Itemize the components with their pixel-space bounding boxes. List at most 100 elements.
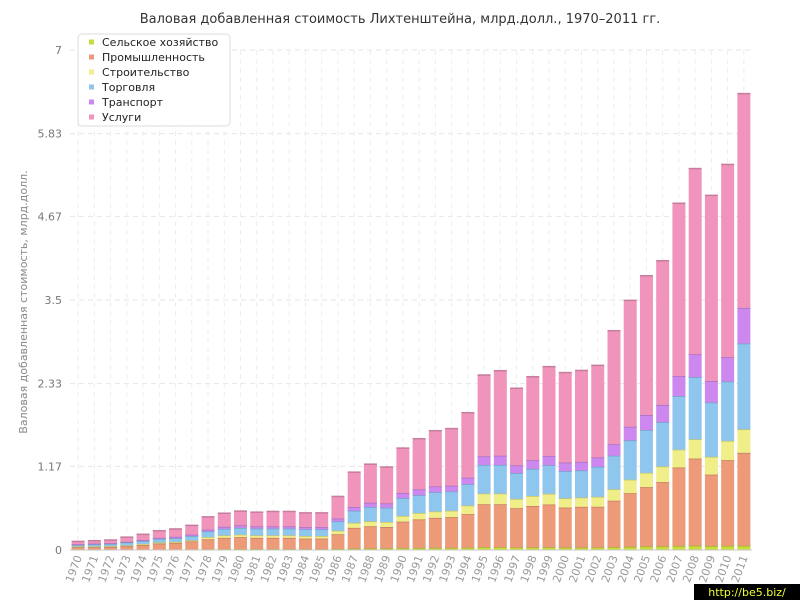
bar-segment: [493, 455, 507, 465]
bar-segment: [672, 376, 686, 397]
y-tick-label: 0: [55, 544, 62, 557]
bar-segment: [510, 388, 524, 466]
bar-segment: [461, 477, 475, 485]
bar-segment: [315, 536, 329, 539]
bar-segment: [445, 491, 459, 511]
bar-segment: [721, 545, 735, 550]
bar-segment: [493, 547, 507, 550]
bar-segment: [104, 540, 118, 544]
bar-segment: [623, 493, 637, 547]
bar-segment: [672, 203, 686, 377]
bar-segment: [704, 195, 718, 382]
bar-segment: [526, 496, 540, 506]
bar-segment: [607, 330, 621, 445]
bar-segment: [542, 493, 556, 505]
bar-segment: [510, 465, 524, 474]
bar-segment: [526, 376, 540, 461]
bar-segment: [201, 537, 215, 540]
bar-segment: [672, 546, 686, 550]
bar-segment: [250, 528, 264, 536]
bar-segment: [526, 506, 540, 548]
bar-segment: [542, 547, 556, 550]
bar-segment: [363, 507, 377, 522]
bar-segment: [120, 542, 134, 546]
bar-segment: [721, 164, 735, 358]
bar-segment: [315, 529, 329, 537]
bar-segment: [737, 93, 751, 308]
bar-segment: [558, 471, 572, 499]
bar-segment: [396, 521, 410, 549]
bar-segment: [493, 493, 507, 505]
bar-segment: [477, 547, 491, 550]
bar-segment: [331, 534, 345, 549]
bar-segment: [526, 547, 540, 550]
bar-segment: [542, 465, 556, 494]
y-tick-label: 2.33: [38, 378, 63, 391]
bar-segment: [575, 547, 588, 550]
bar-segment: [380, 548, 394, 550]
bar-segment: [575, 497, 588, 507]
legend-swatch: [89, 69, 94, 75]
bar-segment: [185, 525, 199, 535]
bar-segment: [704, 456, 718, 475]
bar-segment: [639, 415, 653, 430]
y-tick-label: 1.17: [38, 460, 63, 473]
bar-segment: [266, 526, 280, 529]
legend-label: Сельское хозяйство: [102, 36, 218, 49]
x-axis-ticks: 1970197119721973197419751976197719781979…: [63, 554, 751, 585]
bar-segment: [445, 517, 459, 548]
bar-segment: [201, 531, 215, 538]
bar-segment: [639, 546, 653, 550]
bar-segment: [412, 548, 426, 550]
bar-segment: [363, 521, 377, 527]
bar-segment: [542, 455, 556, 466]
bar-segment: [656, 422, 670, 467]
bar-segment: [721, 440, 735, 461]
bar-segment: [461, 505, 475, 515]
bar-segment: [607, 444, 621, 456]
bar-segment: [623, 479, 637, 494]
bar-segment: [428, 492, 442, 512]
bar-segment: [428, 511, 442, 518]
bar-segment: [721, 460, 735, 546]
y-tick-label: 4.67: [38, 210, 63, 223]
bar-segment: [282, 535, 296, 538]
bar-segment: [266, 535, 280, 538]
bar-segment: [347, 510, 361, 523]
bar-segment: [234, 534, 247, 538]
bar-segment: [558, 372, 572, 463]
bar-segment: [672, 396, 686, 450]
bar-segment: [331, 496, 345, 519]
bar-segment: [607, 547, 621, 550]
legend-swatch: [89, 114, 94, 120]
bar-segment: [363, 502, 377, 507]
bar-segment: [396, 498, 410, 516]
bar-segment: [234, 537, 247, 550]
legend-swatch: [89, 39, 94, 45]
bar-segment: [136, 541, 150, 544]
bar-segment: [152, 538, 166, 543]
bar-segment: [120, 537, 134, 542]
bar-segment: [87, 540, 101, 544]
y-tick-label: 5.83: [38, 128, 63, 141]
bar-segment: [672, 467, 686, 547]
bar-segment: [104, 543, 118, 547]
bar-segment: [412, 489, 426, 496]
bar-segment: [347, 507, 361, 511]
bar-segment: [87, 547, 101, 550]
bar-segment: [575, 470, 588, 498]
bar-segment: [445, 510, 459, 518]
bar-segment: [591, 466, 605, 497]
bar-segment: [201, 516, 215, 530]
bar-segment: [607, 489, 621, 501]
bar-segment: [266, 511, 280, 527]
bar-segment: [412, 513, 426, 520]
bar-segment: [201, 539, 215, 550]
bar-segment: [428, 430, 442, 487]
legend-swatch: [89, 84, 94, 90]
bar-segment: [623, 300, 637, 427]
bar-segment: [234, 511, 247, 526]
bar-segment: [363, 548, 377, 550]
bar-segment: [217, 513, 231, 527]
